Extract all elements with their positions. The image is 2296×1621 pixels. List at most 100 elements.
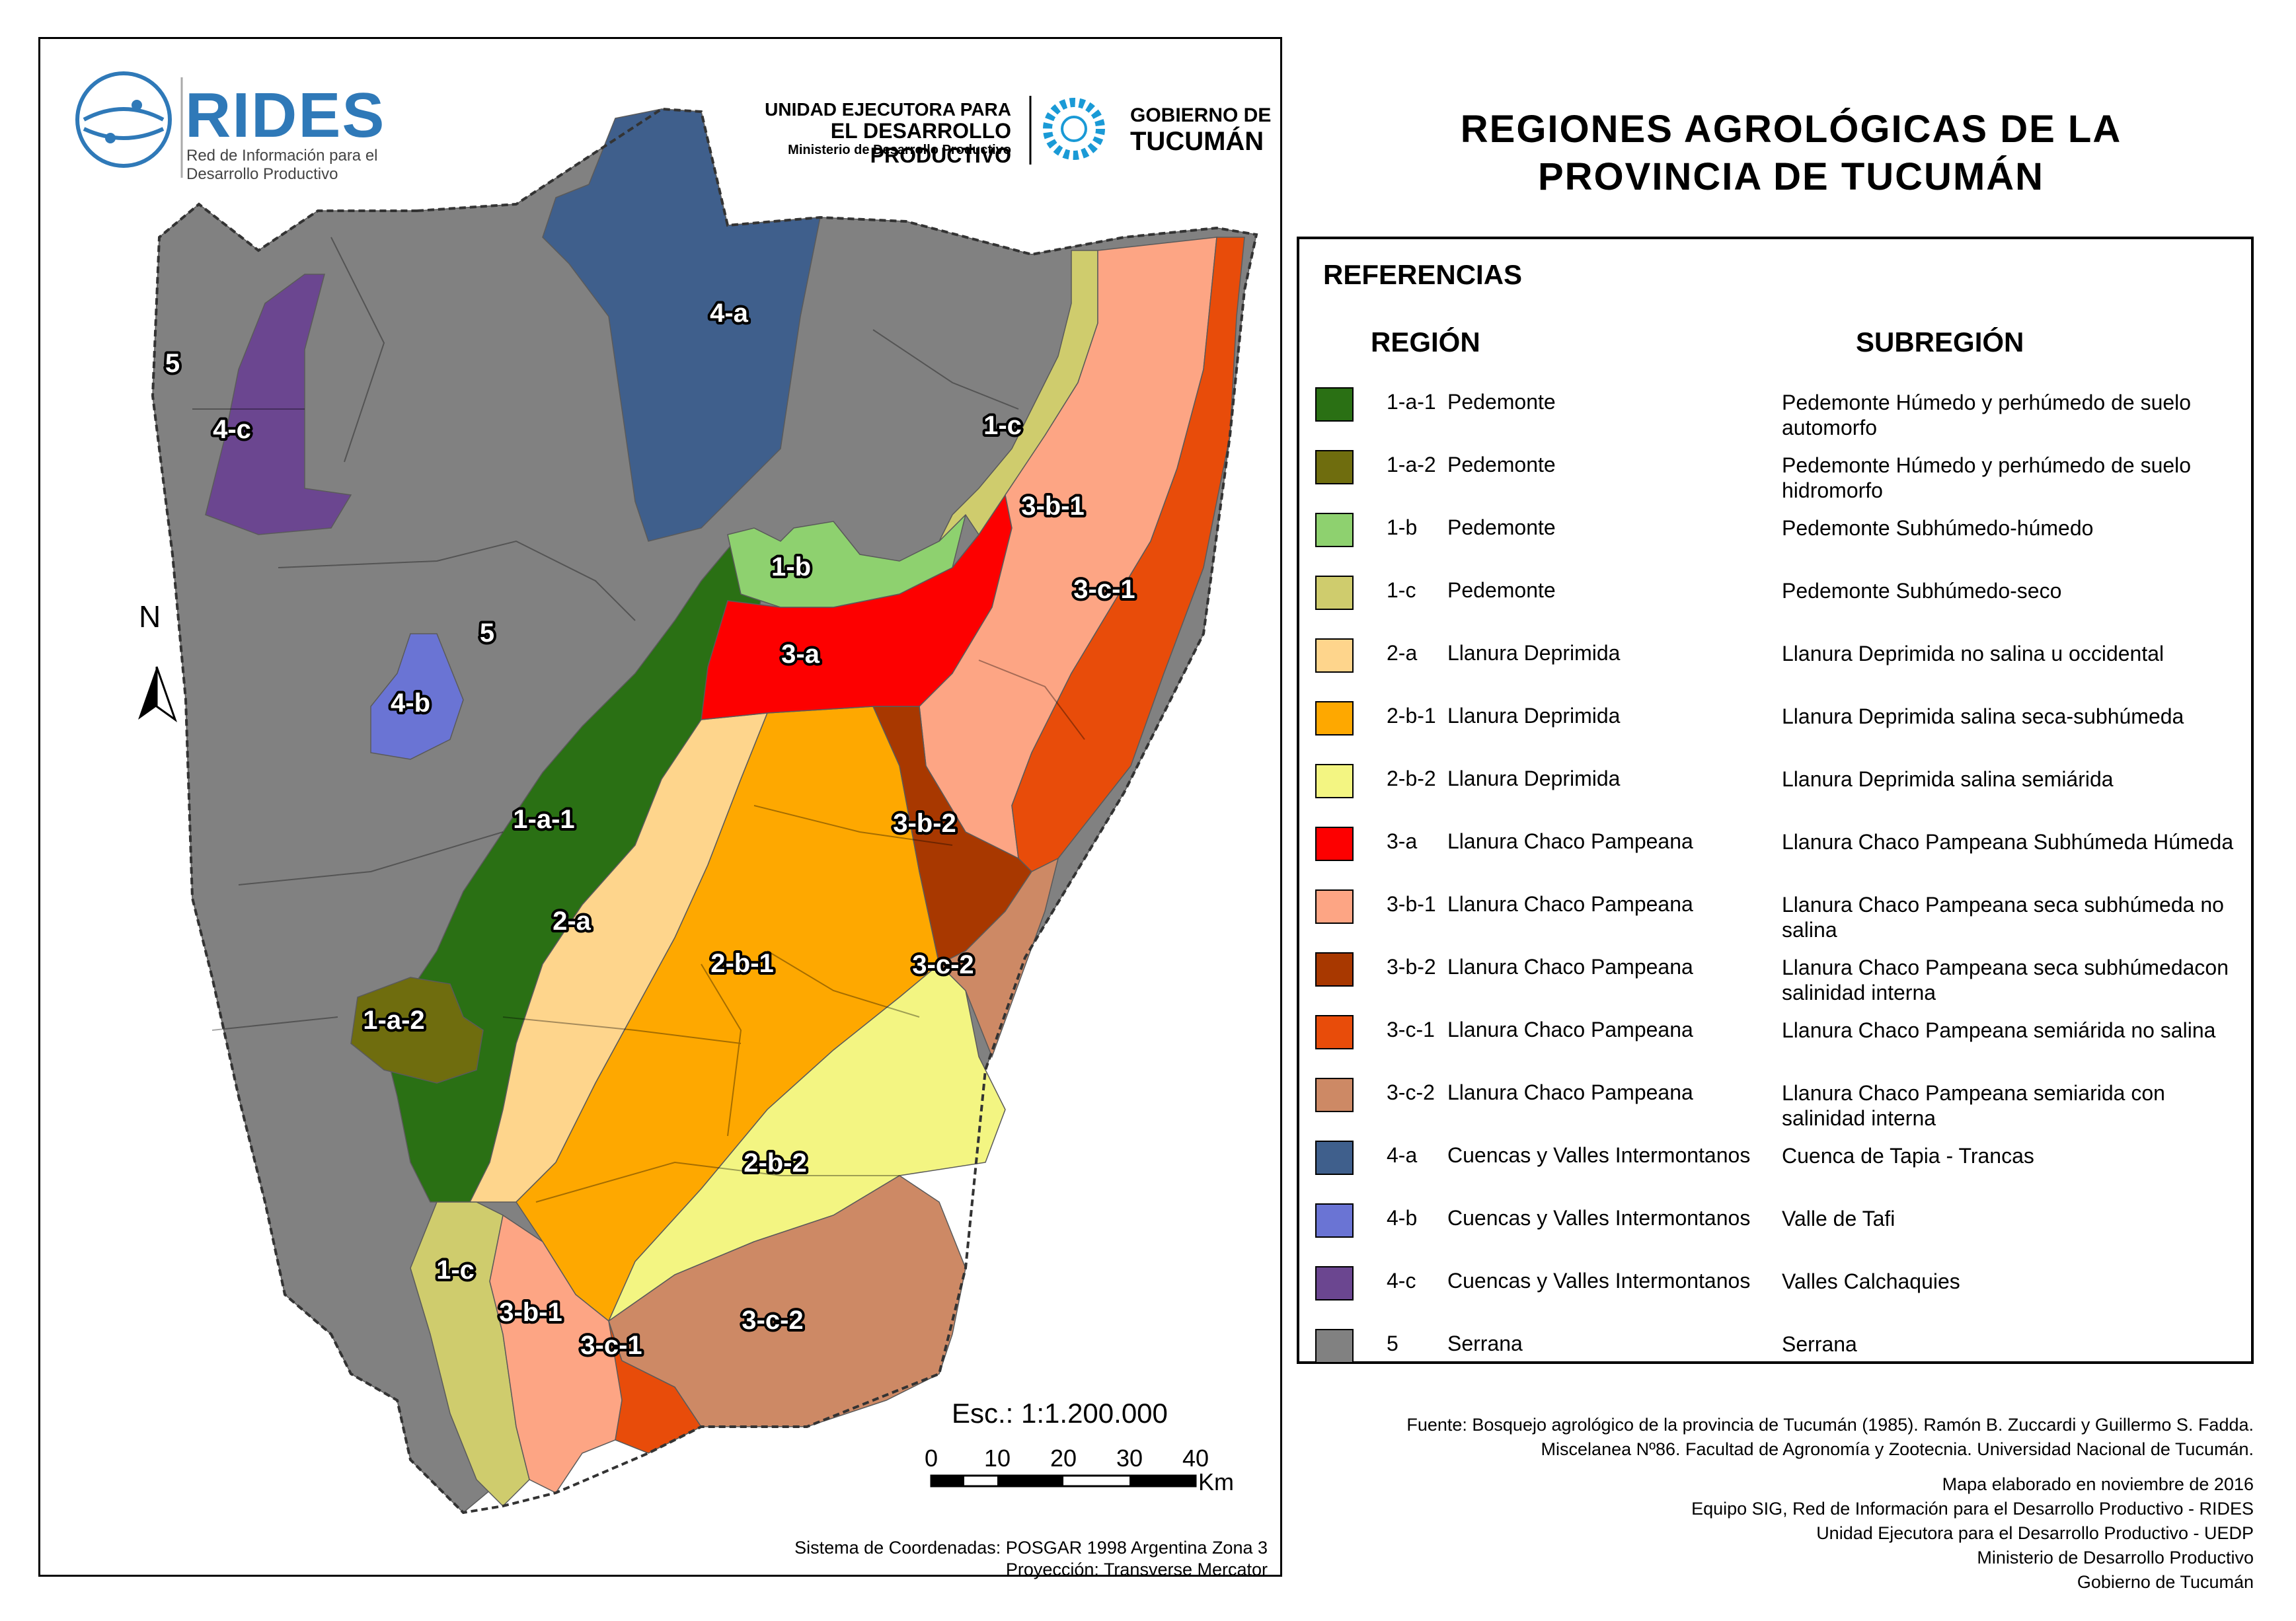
region-3-b-1-south[interactable]	[489, 1214, 623, 1493]
legend-item-2-a: 2-a Llanura Deprimida Llanura Deprimida no…	[1299, 636, 2251, 695]
scale-unit: Km	[1198, 1468, 1234, 1495]
legend-panel: REFERENCIAS REGIÓN SUBREGIÓN 1-a-1 Pedemo…	[1297, 237, 2254, 1364]
legend-heading: REFERENCIAS	[1323, 259, 1523, 290]
legend-swatch	[1315, 1015, 1354, 1049]
region-4-c[interactable]	[205, 274, 352, 535]
rides-subtitle-line: Red de Información para el	[186, 147, 378, 165]
map-label: 1-a-1	[513, 805, 574, 834]
north-arrow-icon	[138, 666, 177, 722]
legend-swatch	[1315, 513, 1354, 547]
map-label: 4-b	[391, 689, 430, 718]
legend-item-1-a-1: 1-a-1 Pedemonte Pedemonte Húmedo y perhúme…	[1299, 385, 2251, 444]
region-3-c-2-south[interactable]	[608, 1175, 966, 1427]
legend-region: Llanura Chaco Pampeana	[1447, 829, 1693, 853]
legend-region: Pedemonte	[1447, 515, 1556, 539]
credits-note: Mapa elaborado en noviembre de 2016 Equi…	[1309, 1472, 2254, 1595]
uedp-logo-line1: UNIDAD EJECUTORA PARA	[765, 99, 1011, 120]
legend-item-1-a-2: 1-a-2 Pedemonte Pedemonte Húmedo y perhúme…	[1299, 447, 2251, 507]
legend-subregion: Pedemonte Húmedo y perhúmedo de suelo au…	[1782, 391, 2192, 439]
north-label: N	[139, 599, 161, 634]
region-3-c-2-east[interactable]	[938, 857, 1059, 1059]
page-title: REGIONES AGROLÓGICAS DE LA PROVINCIA DE …	[1295, 106, 2287, 201]
uedp-logo-line3: Ministerio de Desarrollo Productivo	[788, 143, 1011, 157]
uedp-logo-line2: EL DESARROLLO PRODUCTIVO	[830, 119, 1011, 167]
scale-tick: 20	[1050, 1445, 1077, 1472]
map-label: 4-a	[710, 299, 749, 328]
rides-logo-text: RIDES	[185, 80, 386, 151]
legend-code: 2-a	[1387, 641, 1418, 665]
gobierno-logo-line2: TUCUMÁN	[1130, 127, 1264, 156]
legend-code: 1-b	[1387, 515, 1418, 539]
legend-region: Llanura Deprimida	[1447, 767, 1621, 790]
map-label: 3-c-2	[912, 950, 974, 979]
legend-subregion: Llanura Deprimida salina seca-subhúmeda	[1782, 704, 2184, 728]
legend-region: Llanura Chaco Pampeana	[1447, 955, 1693, 979]
legend-swatch	[1315, 1266, 1354, 1301]
legend-code: 1-c	[1387, 578, 1416, 602]
legend-code: 4-a	[1387, 1143, 1418, 1167]
legend-swatch	[1315, 387, 1354, 422]
legend-item-3-a: 3-a Llanura Chaco Pampeana Llanura Chaco P…	[1299, 824, 2251, 884]
map-label: 3-c-2	[742, 1306, 803, 1335]
title-line1: REGIONES AGROLÓGICAS DE LA	[1460, 108, 2122, 151]
legend-code: 3-b-2	[1387, 955, 1436, 979]
legend-region: Pedemonte	[1447, 390, 1556, 414]
scale-tick: 0	[925, 1445, 938, 1472]
map-label: 2-a	[553, 907, 592, 936]
legend-region: Cuencas y Valles Intermontanos	[1447, 1269, 1751, 1293]
credits-line: Equipo SIG, Red de Información para el D…	[1691, 1499, 2254, 1519]
legend-subregion: Llanura Chaco Pampeana seca subhúmeda no…	[1782, 893, 2224, 942]
legend-code: 3-a	[1387, 829, 1418, 853]
legend-subregion: Cuenca de Tapia - Trancas	[1782, 1144, 2034, 1168]
legend-swatch	[1315, 889, 1354, 924]
legend-swatch	[1315, 1141, 1354, 1175]
gobierno-logo-line1: GOBIERNO DE	[1130, 104, 1272, 126]
legend-swatch	[1315, 701, 1354, 735]
credits-line: Unidad Ejecutora para el Desarrollo Prod…	[1816, 1523, 2254, 1543]
legend-subregion: Valles Calchaquies	[1782, 1269, 1960, 1293]
source-line: Fuente: Bosquejo agrológico de la provin…	[1406, 1415, 2254, 1435]
legend-region: Cuencas y Valles Intermontanos	[1447, 1206, 1751, 1230]
map-label: 3-b-1	[1021, 492, 1085, 521]
legend-code: 1-a-1	[1387, 390, 1436, 414]
scale-bar: 0 10 20 30 40 Km	[925, 1445, 1234, 1495]
legend-region: Llanura Deprimida	[1447, 641, 1621, 665]
legend-swatch	[1315, 827, 1354, 861]
legend-subregion: Llanura Deprimida salina semiárida	[1782, 767, 2114, 791]
map-label: 3-a	[781, 640, 820, 669]
legend-item-1-b: 1-b Pedemonte Pedemonte Subhúmedo-húmedo	[1299, 510, 2251, 570]
map-label: 1-a-2	[363, 1006, 424, 1035]
map-canvas[interactable]: 4-a 5 4-c 1-c 3-b-1 1-b 3-c-1 5 3-a 4-b …	[40, 39, 1280, 1575]
credits-line: Gobierno de Tucumán	[2077, 1572, 2254, 1592]
legend-subregion: Llanura Deprimida no salina u occidental	[1782, 642, 2164, 665]
legend-swatch	[1315, 952, 1354, 987]
coordinate-system: Sistema de Coordenadas: POSGAR 1998 Arge…	[794, 1538, 1268, 1558]
legend-code: 3-b-1	[1387, 892, 1436, 916]
legend-subregion: Valle de Tafi	[1782, 1207, 1895, 1230]
legend-subregion: Serrana	[1782, 1332, 1857, 1356]
legend-code: 1-a-2	[1387, 453, 1436, 476]
legend-swatch	[1315, 576, 1354, 610]
region-4-a[interactable]	[542, 108, 821, 542]
legend-code: 3-c-2	[1387, 1080, 1435, 1104]
credits-line: Mapa elaborado en noviembre de 2016	[1942, 1474, 2254, 1494]
scale-ratio: Esc.: 1:1.200.000	[952, 1398, 1168, 1429]
legend-subregion: Pedemonte Húmedo y perhúmedo de suelo hi…	[1782, 453, 2192, 502]
rides-logo-icon	[75, 71, 172, 168]
legend-swatch	[1315, 638, 1354, 673]
region-1-a-2[interactable]	[350, 977, 484, 1084]
map-label: 3-b-2	[893, 809, 956, 838]
map-label: 2-b-2	[744, 1149, 807, 1178]
legend-swatch	[1315, 764, 1354, 798]
map-label: 3-c-1	[580, 1331, 642, 1360]
legend-region: Serrana	[1447, 1332, 1523, 1355]
legend-region: Llanura Chaco Pampeana	[1447, 1080, 1693, 1104]
map-label: 1-b	[771, 552, 811, 582]
map-label: 1-c	[436, 1256, 475, 1285]
scale-tick: 40	[1182, 1445, 1209, 1472]
legend-item-5: 5 Serrana Serrana	[1299, 1326, 2251, 1386]
legend-subregion: Llanura Chaco Pampeana semiárida no sali…	[1782, 1018, 2216, 1042]
legend-swatch	[1315, 450, 1354, 484]
region-4-b[interactable]	[370, 633, 464, 760]
legend-swatch	[1315, 1329, 1354, 1363]
